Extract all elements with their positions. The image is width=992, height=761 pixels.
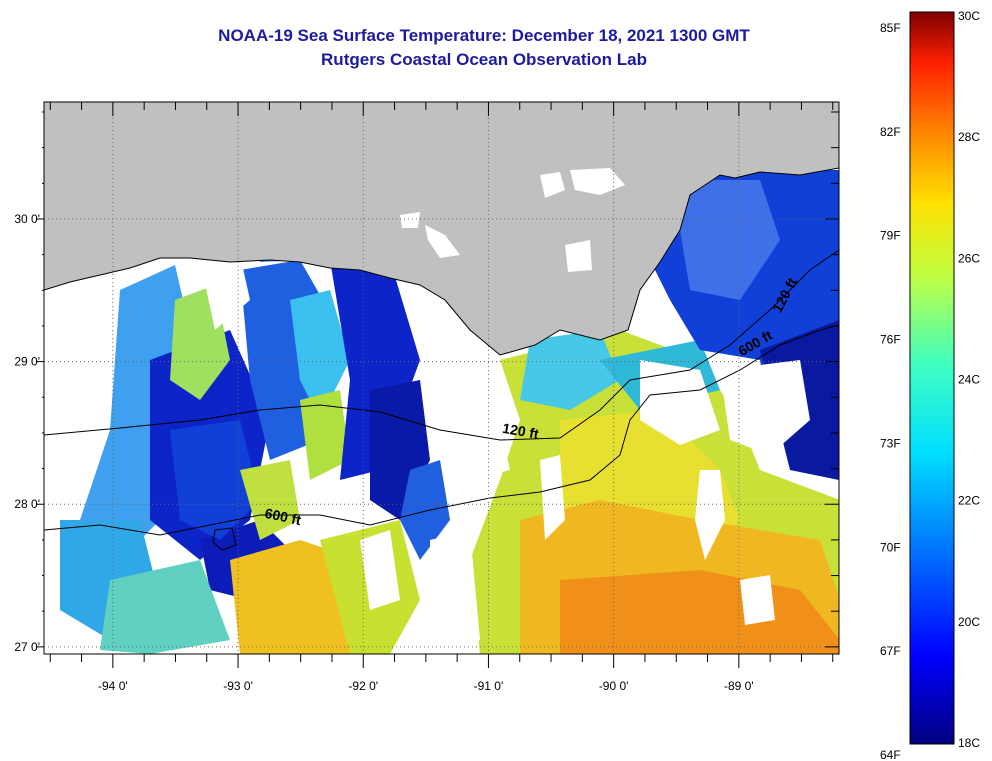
contour-label: 120 ft [501,420,540,442]
map-subtitle: Rutgers Coastal Ocean Observation Lab [321,50,647,69]
y-tick-label: 28 0' [14,497,40,511]
colorbar-c-label: 28C [958,130,980,144]
x-tick-label: -93 0' [223,679,253,693]
map-frame [43,101,840,655]
colorbar-c-label: 30C [958,9,980,23]
lake [400,212,420,228]
colorbar-f-label: 79F [880,229,901,243]
contour-600ft-ring [212,527,237,551]
x-tick-label: -89 0' [724,679,754,693]
land-mass [44,102,839,355]
gridlines [44,102,839,654]
colorbar [909,11,955,745]
axis-ticks [36,102,839,668]
colorbar-labels: 85F 82F 79F 76F 73F 70F 67F 64F 30C 28C 26C 24C 22C 2… [880,9,980,761]
y-tick-label: 29 0' [14,355,40,369]
lake [565,240,592,272]
y-tick-label: 30 0' [14,212,40,226]
axis-tick-labels: -94 0' -93 0' -92 0' -91 0' -90 0' -89 0' 30 0… [14,212,753,693]
colorbar-f-label: 85F [880,21,901,35]
colorbar-c-label: 24C [958,373,980,387]
colorbar-c-label: 22C [958,494,980,508]
colorbar-f-label: 76F [880,333,901,347]
lake [425,225,460,258]
contour-label: 600 ft [263,505,302,528]
colorbar-f-label: 70F [880,540,901,554]
contour-600ft [44,324,839,536]
colorbar-f-label: 82F [880,125,901,139]
lake [540,172,565,198]
x-tick-label: -92 0' [348,679,378,693]
lake [570,168,625,195]
colorbar-f-label: 67F [880,644,901,658]
y-tick-label: 27 0' [14,640,40,654]
colorbar-c-label: 26C [958,251,980,265]
colorbar-f-label: 73F [880,436,901,450]
coastline [44,167,839,356]
colorbar-c-label: 18C [958,736,980,750]
x-tick-label: -91 0' [474,679,504,693]
colorbar-c-label: 20C [958,615,980,629]
contour-120ft [44,249,839,441]
colorbar-f-label: 64F [880,748,901,761]
x-tick-label: -94 0' [98,679,128,693]
map-title: NOAA-19 Sea Surface Temperature: Decembe… [218,26,750,45]
sst-patches [60,260,450,654]
map-imagery [44,102,839,654]
x-tick-label: -90 0' [599,679,629,693]
